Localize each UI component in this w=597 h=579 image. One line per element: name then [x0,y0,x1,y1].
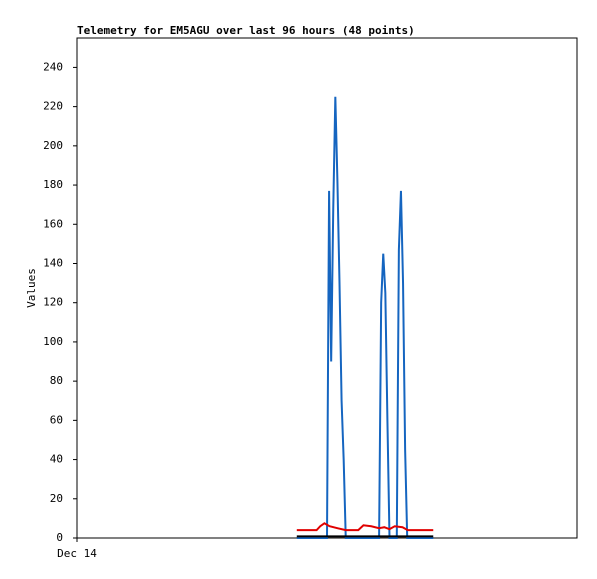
y-tick-label: 220 [43,100,63,113]
chart-title: Telemetry for EM5AGU over last 96 hours … [77,24,415,37]
y-tick-label: 200 [43,139,63,152]
y-tick-label: 120 [43,296,63,309]
y-tick-label: 80 [50,374,63,387]
series-line [296,96,434,539]
y-tick-label: 100 [43,335,63,348]
y-tick-label: 0 [56,531,63,544]
series-line [296,522,434,532]
y-axis-label: Values [25,268,38,308]
y-tick-label: 140 [43,256,63,269]
y-tick-label: 40 [50,453,63,466]
y-tick-label: 60 [50,413,63,426]
y-tick-label: 240 [43,60,63,73]
y-tick-label: 180 [43,178,63,191]
x-tick-label: Dec 14 [57,547,97,560]
y-tick-label: 160 [43,217,63,230]
y-tick-label: 20 [50,492,63,505]
